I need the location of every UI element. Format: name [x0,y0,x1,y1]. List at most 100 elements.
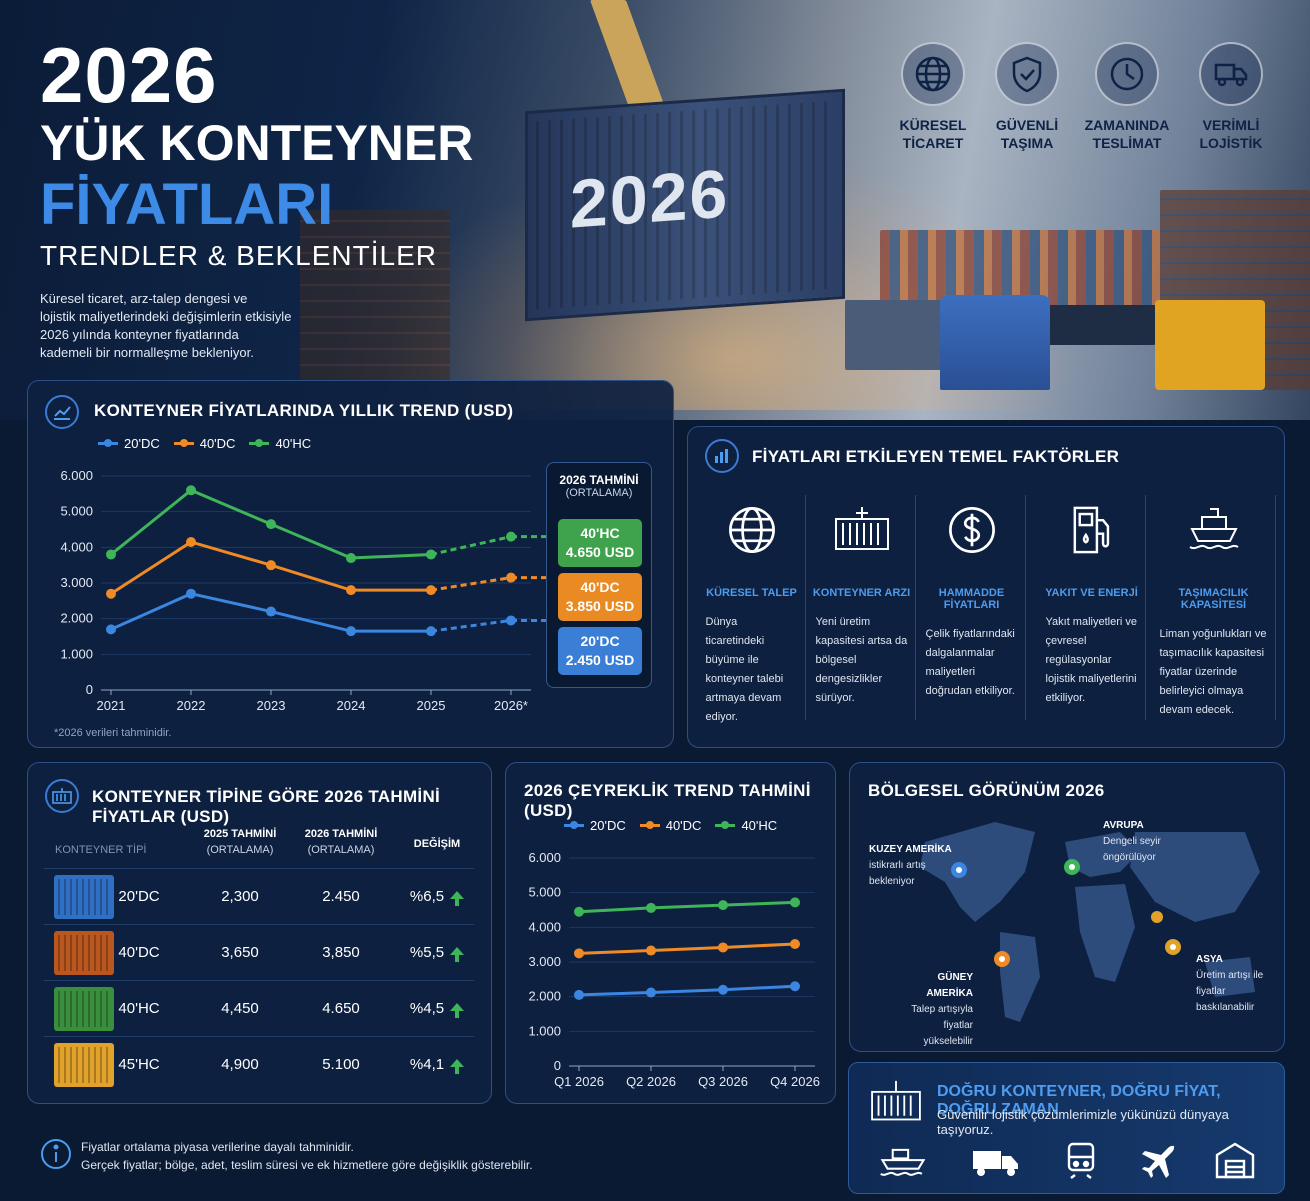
legend-40dc: 40'DC [639,818,701,833]
region-south-america: GÜNEY AMERİKA Talep artışıyla fiyatlar yük… [911,972,973,1047]
map-pin-asia [1151,911,1181,955]
truck-trailer [845,300,955,370]
up-arrow-icon [450,891,465,906]
y-tick-label: 6.000 [528,850,561,865]
quarterly-trend-panel: 2026 ÇEYREKLİK TREND TAHMİNİ (USD) 20'DC… [505,762,836,1104]
data-point [346,626,356,637]
x-tick-label: Q4 2026 [770,1074,820,1089]
shield-icon [1012,56,1042,93]
col-header-change: DEĞİŞİM [413,838,461,850]
forklift [1155,300,1265,390]
forecast-note: *2026 verileri tahminidir. [54,727,172,739]
data-point [426,626,436,637]
legend-40hc: 40'HC [715,818,777,833]
dollar-icon [948,507,995,553]
hero-title-line2: YÜK KONTEYNER [40,115,474,171]
factor-global-demand: KÜRESEL TALEP Dünya ticaretindeki büyüme … [698,495,806,723]
hero-title-line3: FİYATLARI [40,172,334,237]
col-header-2026: 2026 TAHMİNİ (ORTALAMA) [304,828,378,856]
table-row: 20'DC 2,300 2.450 %6,5 [44,868,474,924]
warehouse-icon [1215,1142,1255,1179]
x-tick-label: 2023 [257,698,286,713]
x-tick-label: Q1 2026 [554,1074,604,1089]
x-tick-label: 2025 [417,698,446,713]
feature-on-time-delivery: ZAMANINDA TESLİMAT [1080,42,1174,152]
region-north-america: KUZEY AMERİKA istikrarlı artış bekleniyor [869,844,952,887]
data-point [106,624,116,635]
feature-efficient-logistics: VERİMLİ LOJİSTİK [1184,42,1278,152]
y-tick-label: 1.000 [60,646,93,661]
data-point [790,981,800,992]
quarterly-trend-legend: 20'DC 40'DC 40'HC [564,818,777,833]
x-tick-label: Q3 2026 [698,1074,748,1089]
hero-subtitle: TRENDLER & BEKLENTİLER [40,240,437,271]
y-tick-label: 0 [554,1058,561,1073]
truck-icon [973,1151,1018,1176]
series-forecast-line [430,618,512,633]
data-point [266,560,276,571]
train-icon [1067,1142,1095,1179]
region-europe: AVRUPA Dengeli seyir öngörülüyor [1103,820,1161,863]
y-tick-label: 1.000 [528,1023,561,1038]
bar-chart-icon [705,439,739,473]
container-year-label: 2026 [570,155,730,243]
data-point [718,942,728,953]
annual-trend-chart: 0 1.000 2.000 3.000 4.000 5.000 6.000 2021 2022 2… [60,468,551,713]
data-point [790,938,800,949]
data-point [186,485,196,496]
up-arrow-icon [450,1059,465,1074]
container-stack-left [300,210,450,380]
data-point [346,553,356,564]
legend-20dc: 20'DC [564,818,626,833]
cta-panel: DOĞRU KONTEYNER, DOĞRU FİYAT, DOĞRU ZAMA… [848,1062,1285,1194]
container-40hc-image [54,986,114,1031]
forecast-subtitle: (ORTALAMA) [565,487,633,499]
x-tick-label: 2024 [337,698,366,713]
legend-40dc: 40'DC [173,436,235,451]
data-point [718,900,728,911]
footnote: Fiyatlar ortalama piyasa verilerine daya… [81,1140,533,1172]
data-point [426,585,436,596]
hero-intro: Küresel ticaret, arz-talep dengesi ve lo… [40,291,292,360]
data-point [574,948,584,959]
world-map [920,822,1260,1022]
table-row: 40'DC 3,650 3,850 %5,5 [44,924,474,980]
forecast-20dc: 20'DC 2.450 USD [558,627,642,675]
y-tick-label: 0 [86,682,93,697]
price-table-title: KONTEYNER TİPİNE GÖRE 2026 TAHMİNİ FİYAT… [92,787,441,826]
container-45hc-image [54,1042,114,1087]
ship-icon [1188,508,1239,550]
globe-icon [915,56,951,92]
hero-title-year: 2026 [40,31,218,119]
series-line [578,984,796,997]
factors-title: FİYATLARI ETKİLEYEN TEMEL FAKTÖRLER [752,447,1120,466]
y-tick-label: 4.000 [60,539,93,554]
data-point [186,536,196,547]
truck-cab [940,295,1050,390]
forecast-2026-box: 2026 TAHMİNİ (ORTALAMA) 40'HC 4.650 USD 4… [546,462,652,688]
cta-subtitle: Güvenilir lojistik çözümlerimizle yükünü… [937,1107,1229,1137]
col-header-type: KONTEYNER TİPİ [55,844,147,856]
data-point [646,987,656,998]
table-row: 40'HC 4,450 4.650 %4,5 [44,980,474,1036]
col-header-2025: 2025 TAHMİNİ (ORTALAMA) [203,828,277,856]
map-pin-south-america [994,951,1010,967]
truck-icon [1214,63,1248,87]
data-point [506,531,516,542]
factors-panel: FİYATLARI ETKİLEYEN TEMEL FAKTÖRLER [687,426,1285,748]
data-point [346,585,356,596]
forecast-40hc: 40'HC 4.650 USD [558,519,642,567]
info-icon [41,1139,71,1169]
forecast-40dc: 40'DC 3.850 USD [558,573,642,621]
legend-20dc: 20'DC [98,436,160,451]
map-pin-north-america [951,862,967,878]
trend-chart-icon [45,395,79,429]
series-forecast-line [430,576,512,592]
legend-40hc: 40'HC [249,436,311,451]
y-tick-label: 3.000 [60,575,93,590]
y-tick-label: 2.000 [528,989,561,1004]
quarterly-trend-title: 2026 ÇEYREKLİK TREND TAHMİNİ (USD) [524,781,811,820]
globe-icon [728,507,775,553]
y-tick-label: 4.000 [528,919,561,934]
feature-safe-transport: GÜVENLİ TAŞIMA [980,42,1074,152]
